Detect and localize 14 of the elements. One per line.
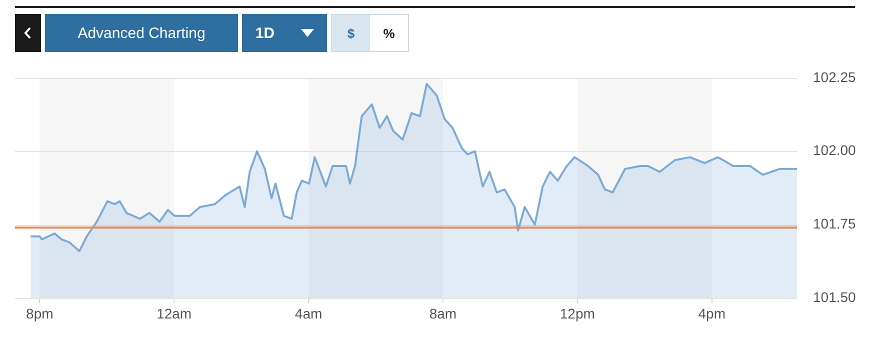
text: Advanced Charting [45,14,238,52]
text: % [370,15,408,51]
text: 1D [255,24,275,42]
x-tick-label: 4pm [698,305,726,322]
x-tick-label: 8am [429,305,457,322]
x-tick-label: 8pm [26,305,54,322]
x-tick-label: 12am [156,305,192,322]
y-tick-label: 101.50 [813,288,856,305]
x-tick-label: 12pm [560,305,595,322]
text: $ [332,15,370,51]
x-tick-label: 4am [294,305,322,322]
y-tick-label: 101.75 [813,216,856,232]
y-tick-label: 102.00 [813,142,856,158]
y-tick-label: 102.25 [813,68,856,85]
